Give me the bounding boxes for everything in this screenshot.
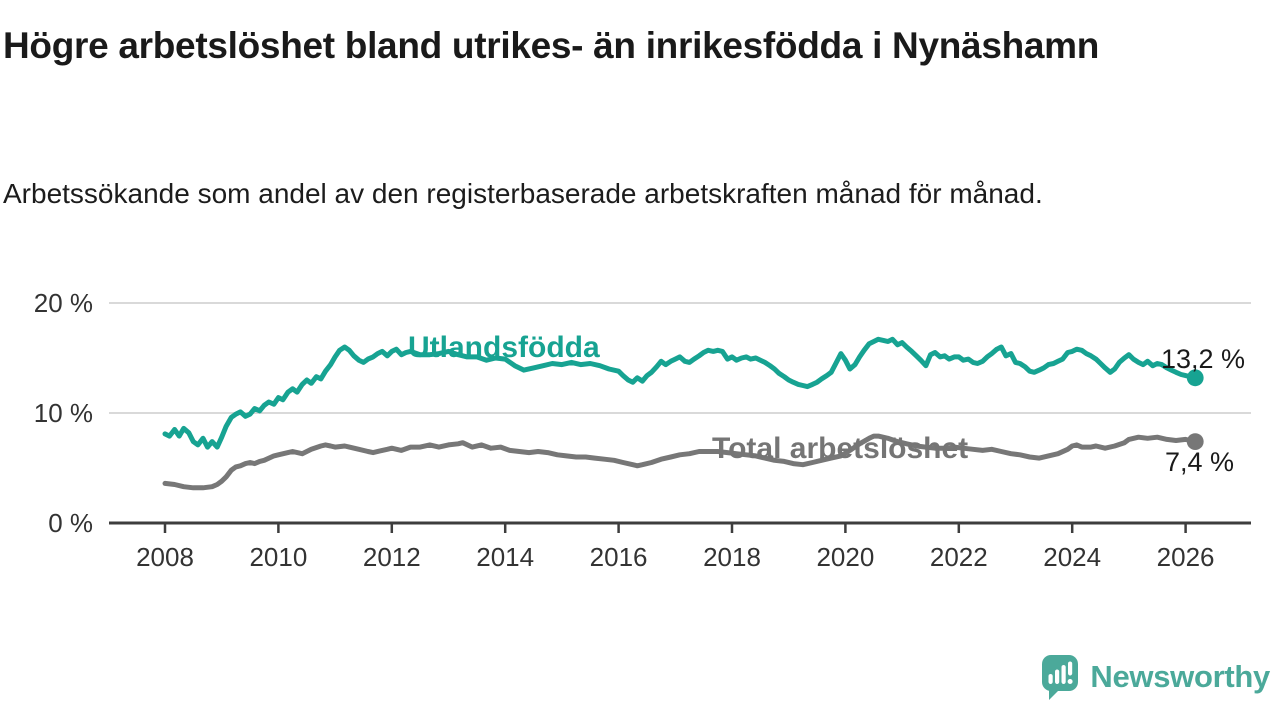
total-series-label: Total arbetslöshet [712,432,968,465]
x-tick-label: 2008 [136,542,194,572]
total-value-label: 7,4 % [1165,447,1234,477]
page-subtitle: Arbetssökande som andel av den registerb… [3,178,1043,209]
y-tick-label: 10 % [34,398,93,428]
page-title: Högre arbetslöshet bland utrikes- än inr… [3,25,1100,66]
y-tick-label: 20 % [34,288,93,318]
foreign-born-series-label: Utlandsfödda [408,331,600,364]
x-tick-label: 2020 [816,542,874,572]
newsworthy-icon [1042,654,1079,700]
x-tick-label: 2012 [363,542,421,572]
total-end-dot [1186,433,1204,450]
x-tick-label: 2010 [249,542,307,572]
x-tick-label: 2016 [590,542,648,572]
x-tick-label: 2024 [1043,542,1101,572]
newsworthy-wordmark: Newsworthy [1090,659,1270,694]
foreign-born-line [162,336,1198,450]
foreign-born-end-dot [1186,369,1204,387]
x-tick-label: 2022 [930,542,988,572]
total-unemployment-line [162,433,1198,491]
y-tick-label: 0 % [48,508,93,538]
newsworthy-logo: Newsworthy [1041,652,1270,702]
x-tick-label: 2026 [1157,542,1215,572]
foreign-born-value-label: 13,2 % [1161,344,1245,374]
x-tick-label: 2018 [703,542,761,572]
x-tick-label: 2014 [476,542,534,572]
